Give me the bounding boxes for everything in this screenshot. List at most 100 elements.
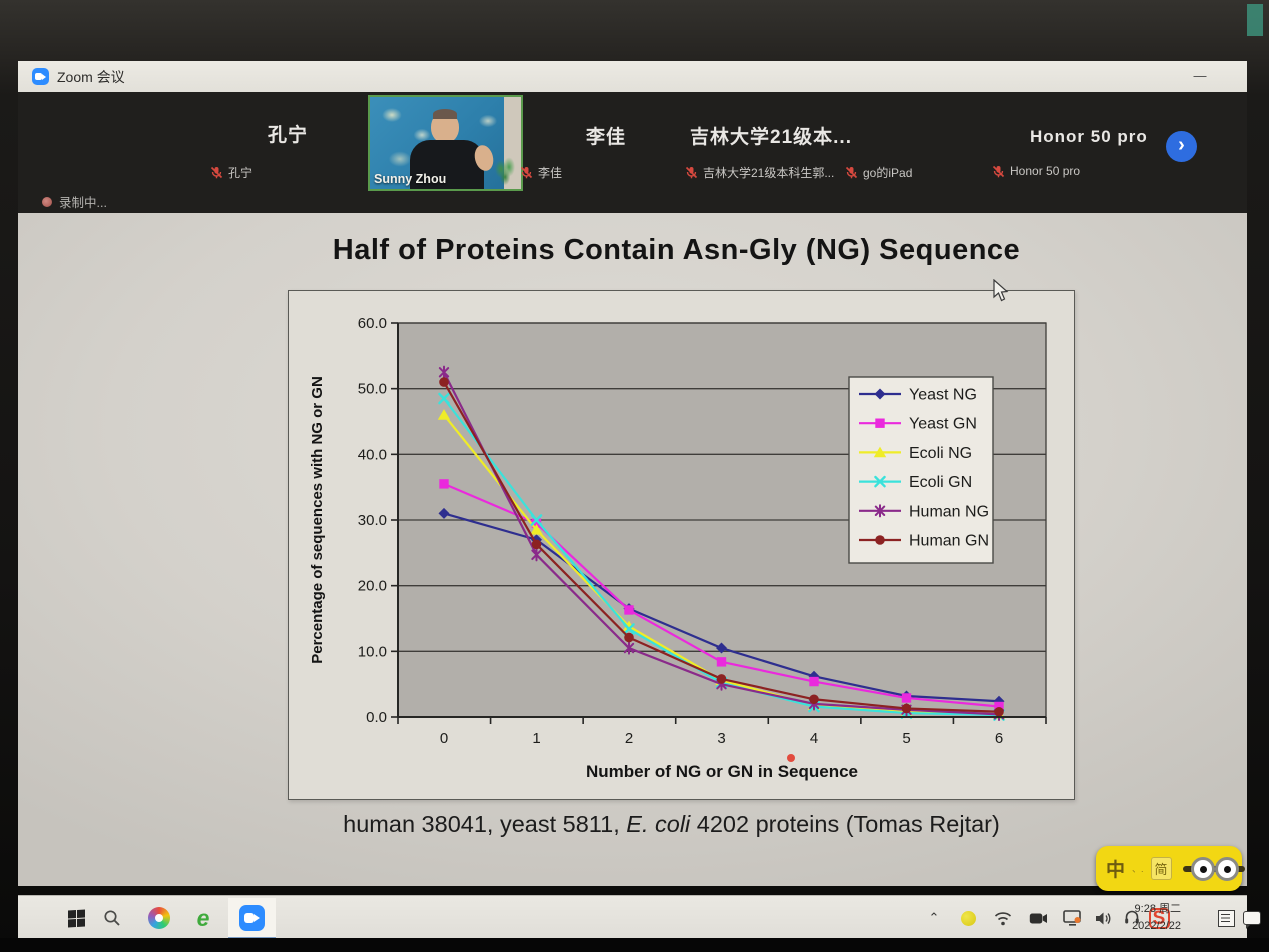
svg-text:Human GN: Human GN: [909, 533, 989, 550]
svg-text:6: 6: [995, 730, 1003, 747]
window-title: Zoom 会议: [57, 68, 125, 85]
screen-glare: [1247, 4, 1263, 36]
participant-name: Honor 50 pro: [1030, 127, 1148, 146]
headset-icon: [1125, 910, 1139, 924]
browser-chrome-button[interactable]: [146, 896, 172, 940]
action-center-button[interactable]: [1240, 896, 1264, 940]
svg-text:Percentage of sequences with N: Percentage of sequences with NG or GN: [309, 376, 326, 664]
slide-title: Half of Proteins Contain Asn-Gly (NG) Se…: [332, 234, 1021, 266]
input-method-bar[interactable]: 中 、. 简: [1096, 846, 1245, 891]
sticky-notes-button[interactable]: [1214, 896, 1238, 940]
mic-muted-icon: [992, 165, 1005, 177]
svg-text:Ecoli GN: Ecoli GN: [909, 474, 972, 491]
sogou-icon: S: [1148, 907, 1170, 929]
muted-name: 吉林大学21级本科生郭...: [703, 166, 835, 180]
svg-text:Yeast GN: Yeast GN: [909, 416, 977, 433]
display-tray-button[interactable]: [1060, 896, 1084, 940]
volume-button[interactable]: [1092, 896, 1116, 940]
clock-time: 9:28 周二: [1134, 903, 1181, 915]
caption-italic: E. coli: [626, 811, 691, 837]
camera-tray-button[interactable]: [1026, 896, 1050, 940]
mic-muted-icon: [210, 166, 223, 179]
start-button[interactable]: [64, 896, 88, 940]
caption-text: human 38041, yeast 5811,: [343, 811, 627, 837]
search-icon: [104, 910, 120, 926]
chevron-up-icon: ⌃: [928, 910, 940, 925]
search-button[interactable]: [100, 896, 124, 940]
muted-name: Honor 50 pro: [1010, 164, 1081, 178]
recording-label: 录制中...: [59, 196, 107, 210]
browser-ie-button[interactable]: e: [190, 896, 216, 940]
ime-chinese-mode[interactable]: 中: [1106, 860, 1126, 881]
tray-expand-button[interactable]: ⌃: [924, 896, 944, 940]
chart: 0.0 10.0 20.0 30.0 40.0 50.0 60.0 0 1 2 3 4 5 6 Number…: [288, 290, 1075, 800]
svg-text:10.0: 10.0: [358, 643, 387, 660]
minimize-button[interactable]: —: [1193, 68, 1207, 83]
network-button[interactable]: [992, 896, 1014, 940]
ie-green-icon: e: [196, 904, 210, 931]
notification-icon: [1243, 911, 1261, 929]
mic-muted-icon: [685, 166, 698, 179]
camera-icon: [1029, 913, 1047, 923]
svg-text:60.0: 60.0: [358, 315, 387, 332]
recording-dot-icon: [42, 196, 52, 207]
monitor-icon: [1062, 910, 1081, 926]
svg-text:1: 1: [532, 730, 540, 747]
svg-text:Ecoli NG: Ecoli NG: [909, 445, 972, 462]
zoom-app-button[interactable]: [239, 896, 265, 940]
video-name-label: Sunny Zhou: [374, 172, 447, 186]
yellow-dot-icon: [960, 910, 976, 926]
audio-device-button[interactable]: [1120, 896, 1144, 940]
svg-text:Human NG: Human NG: [909, 503, 989, 520]
muted-participant: 吉林大学21级本科生郭...: [685, 164, 834, 181]
svg-text:Yeast NG: Yeast NG: [909, 387, 977, 404]
muted-participant: 孔宁: [210, 164, 252, 181]
svg-text:40.0: 40.0: [358, 446, 387, 463]
participant-name: 李佳: [586, 127, 627, 148]
windows-logo-icon: [67, 909, 85, 927]
ime-simplified[interactable]: 简: [1150, 857, 1172, 880]
chrome-icon: [148, 907, 170, 929]
speaker-body: [410, 140, 484, 189]
muted-name: 李佳: [538, 166, 563, 180]
wifi-icon: [994, 911, 1012, 925]
svg-text:0.0: 0.0: [366, 709, 387, 726]
caption-text: 4202 proteins (Tomas Rejtar): [690, 811, 1000, 837]
clock-date: 2022/2/22: [1132, 919, 1181, 932]
participant-name: 吉林大学21级本...: [690, 127, 852, 148]
sogou-ime-button[interactable]: S: [1146, 896, 1172, 940]
presentation-slide: Half of Proteins Contain Asn-Gly (NG) Se…: [18, 213, 1247, 886]
tray-app-yellow[interactable]: [958, 896, 978, 940]
participant-name: 孔宁: [268, 125, 309, 146]
muted-participant: 李佳: [520, 164, 562, 181]
slide-caption: human 38041, yeast 5811, E. coli 4202 pr…: [18, 811, 1247, 838]
zoom-app-icon: [239, 905, 265, 931]
ime-punctuation[interactable]: 、.: [1132, 864, 1144, 874]
notes-icon: [1217, 909, 1235, 927]
mouse-cursor: [993, 279, 1009, 302]
svg-text:20.0: 20.0: [358, 578, 387, 595]
ime-skin-eyes-icon[interactable]: [1182, 856, 1245, 881]
mic-muted-icon: [520, 166, 533, 179]
svg-text:0: 0: [440, 730, 448, 747]
recording-indicator: 录制中...: [42, 192, 107, 211]
svg-text:4: 4: [810, 730, 818, 747]
svg-text:30.0: 30.0: [358, 512, 387, 529]
svg-text:Number of NG or GN in Sequence: Number of NG or GN in Sequence: [586, 762, 858, 781]
video-tile-sunny-zhou[interactable]: Sunny Zhou: [368, 95, 523, 191]
taskbar-clock[interactable]: 9:28 周二 2022/2/22: [1132, 901, 1181, 934]
mic-muted-icon: [845, 166, 858, 179]
muted-participant: Honor 50 pro: [992, 164, 1080, 178]
bezel: [0, 938, 1269, 952]
plant: [493, 157, 517, 187]
svg-text:2: 2: [625, 730, 633, 747]
window-titlebar[interactable]: Zoom 会议 —: [18, 61, 1247, 92]
speaker-hair: [433, 109, 457, 119]
next-participants-button[interactable]: ›: [1166, 131, 1197, 162]
svg-text:5: 5: [902, 730, 910, 747]
speaker-icon: [1096, 912, 1111, 924]
muted-participant: go的iPad: [845, 164, 912, 181]
muted-name: 孔宁: [228, 166, 253, 180]
taskbar: e ⌃: [18, 895, 1261, 940]
